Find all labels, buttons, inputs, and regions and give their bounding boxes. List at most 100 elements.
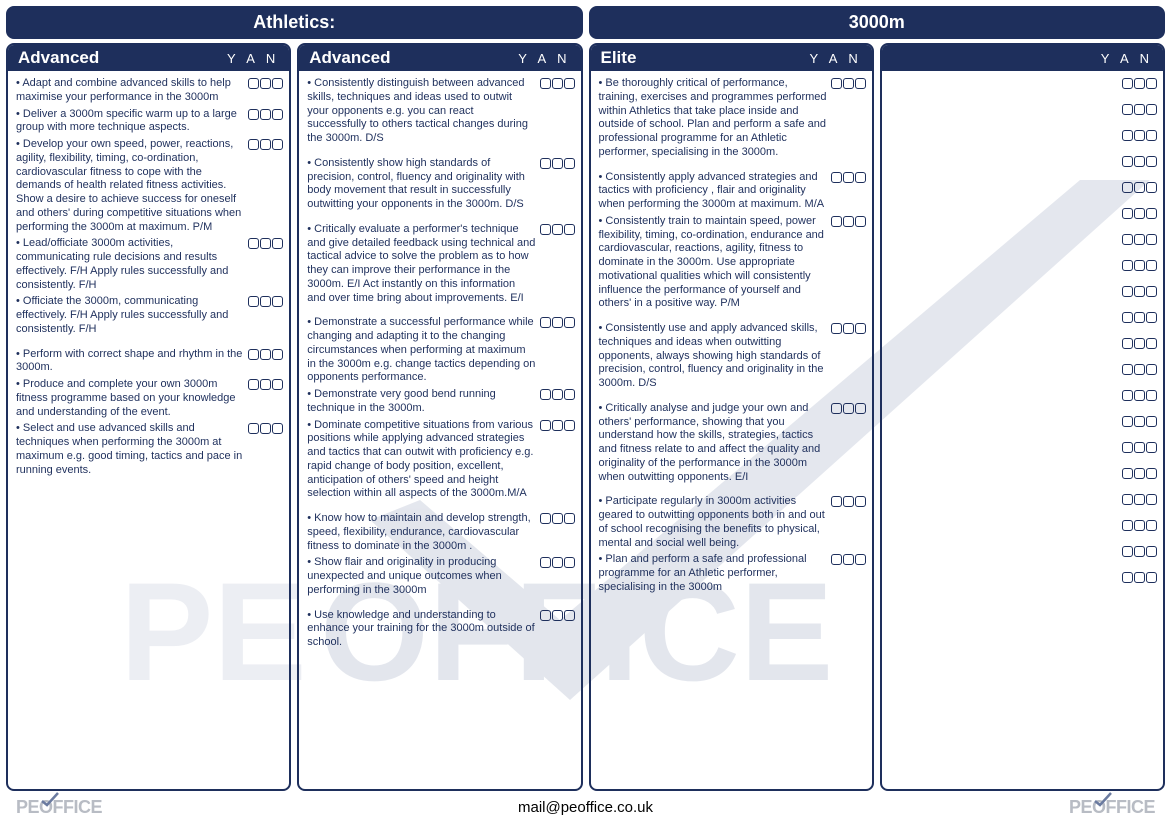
yan-box[interactable]: [248, 296, 259, 307]
yan-box[interactable]: [1146, 416, 1157, 427]
yan-box[interactable]: [1134, 364, 1145, 375]
yan-box[interactable]: [1122, 364, 1133, 375]
yan-box[interactable]: [831, 323, 842, 334]
yan-box[interactable]: [248, 349, 259, 360]
yan-box[interactable]: [1134, 390, 1145, 401]
yan-box[interactable]: [1134, 520, 1145, 531]
yan-box[interactable]: [552, 317, 563, 328]
yan-box[interactable]: [260, 379, 271, 390]
yan-box[interactable]: [1134, 546, 1145, 557]
yan-box[interactable]: [564, 513, 575, 524]
yan-box[interactable]: [855, 403, 866, 414]
yan-box[interactable]: [1134, 468, 1145, 479]
yan-box[interactable]: [831, 496, 842, 507]
yan-box[interactable]: [1134, 260, 1145, 271]
yan-box[interactable]: [1146, 104, 1157, 115]
yan-box[interactable]: [1122, 468, 1133, 479]
yan-box[interactable]: [272, 238, 283, 249]
yan-box[interactable]: [855, 216, 866, 227]
yan-box[interactable]: [1122, 572, 1133, 583]
yan-box[interactable]: [855, 172, 866, 183]
yan-box[interactable]: [552, 420, 563, 431]
yan-box[interactable]: [260, 238, 271, 249]
yan-box[interactable]: [1122, 104, 1133, 115]
yan-box[interactable]: [564, 224, 575, 235]
yan-box[interactable]: [248, 139, 259, 150]
yan-box[interactable]: [1134, 416, 1145, 427]
yan-box[interactable]: [1122, 416, 1133, 427]
yan-box[interactable]: [540, 513, 551, 524]
yan-box[interactable]: [1134, 338, 1145, 349]
yan-box[interactable]: [1134, 104, 1145, 115]
yan-box[interactable]: [855, 496, 866, 507]
yan-box[interactable]: [1134, 130, 1145, 141]
yan-box[interactable]: [1146, 494, 1157, 505]
yan-box[interactable]: [1122, 234, 1133, 245]
yan-box[interactable]: [1146, 286, 1157, 297]
yan-box[interactable]: [1122, 494, 1133, 505]
yan-box[interactable]: [552, 224, 563, 235]
yan-box[interactable]: [272, 379, 283, 390]
yan-box[interactable]: [843, 554, 854, 565]
yan-box[interactable]: [1122, 182, 1133, 193]
yan-box[interactable]: [552, 557, 563, 568]
yan-box[interactable]: [552, 513, 563, 524]
yan-box[interactable]: [272, 139, 283, 150]
yan-box[interactable]: [1146, 364, 1157, 375]
yan-box[interactable]: [1122, 286, 1133, 297]
yan-box[interactable]: [540, 158, 551, 169]
yan-box[interactable]: [1134, 182, 1145, 193]
yan-box[interactable]: [552, 389, 563, 400]
yan-box[interactable]: [260, 78, 271, 89]
yan-box[interactable]: [1146, 208, 1157, 219]
yan-box[interactable]: [1146, 546, 1157, 557]
yan-box[interactable]: [831, 403, 842, 414]
yan-box[interactable]: [552, 610, 563, 621]
yan-box[interactable]: [248, 423, 259, 434]
yan-box[interactable]: [260, 423, 271, 434]
yan-box[interactable]: [1146, 234, 1157, 245]
yan-box[interactable]: [1134, 78, 1145, 89]
yan-box[interactable]: [248, 78, 259, 89]
yan-box[interactable]: [564, 557, 575, 568]
yan-box[interactable]: [1134, 494, 1145, 505]
yan-box[interactable]: [564, 389, 575, 400]
yan-box[interactable]: [1134, 286, 1145, 297]
yan-box[interactable]: [272, 349, 283, 360]
yan-box[interactable]: [540, 389, 551, 400]
yan-box[interactable]: [1146, 442, 1157, 453]
yan-box[interactable]: [540, 224, 551, 235]
yan-box[interactable]: [1134, 312, 1145, 323]
yan-box[interactable]: [1146, 260, 1157, 271]
yan-box[interactable]: [552, 78, 563, 89]
yan-box[interactable]: [540, 557, 551, 568]
yan-box[interactable]: [272, 109, 283, 120]
yan-box[interactable]: [1122, 338, 1133, 349]
yan-box[interactable]: [843, 216, 854, 227]
yan-box[interactable]: [855, 554, 866, 565]
yan-box[interactable]: [843, 323, 854, 334]
yan-box[interactable]: [1122, 260, 1133, 271]
yan-box[interactable]: [564, 420, 575, 431]
yan-box[interactable]: [831, 216, 842, 227]
yan-box[interactable]: [843, 78, 854, 89]
yan-box[interactable]: [260, 139, 271, 150]
yan-box[interactable]: [1122, 546, 1133, 557]
yan-box[interactable]: [831, 554, 842, 565]
yan-box[interactable]: [540, 78, 551, 89]
yan-box[interactable]: [1134, 208, 1145, 219]
yan-box[interactable]: [248, 379, 259, 390]
yan-box[interactable]: [272, 296, 283, 307]
yan-box[interactable]: [552, 158, 563, 169]
yan-box[interactable]: [843, 496, 854, 507]
yan-box[interactable]: [540, 317, 551, 328]
yan-box[interactable]: [1122, 78, 1133, 89]
yan-box[interactable]: [1134, 572, 1145, 583]
yan-box[interactable]: [1122, 130, 1133, 141]
yan-box[interactable]: [831, 78, 842, 89]
yan-box[interactable]: [540, 610, 551, 621]
yan-box[interactable]: [1146, 338, 1157, 349]
yan-box[interactable]: [1122, 520, 1133, 531]
yan-box[interactable]: [1146, 156, 1157, 167]
yan-box[interactable]: [260, 109, 271, 120]
